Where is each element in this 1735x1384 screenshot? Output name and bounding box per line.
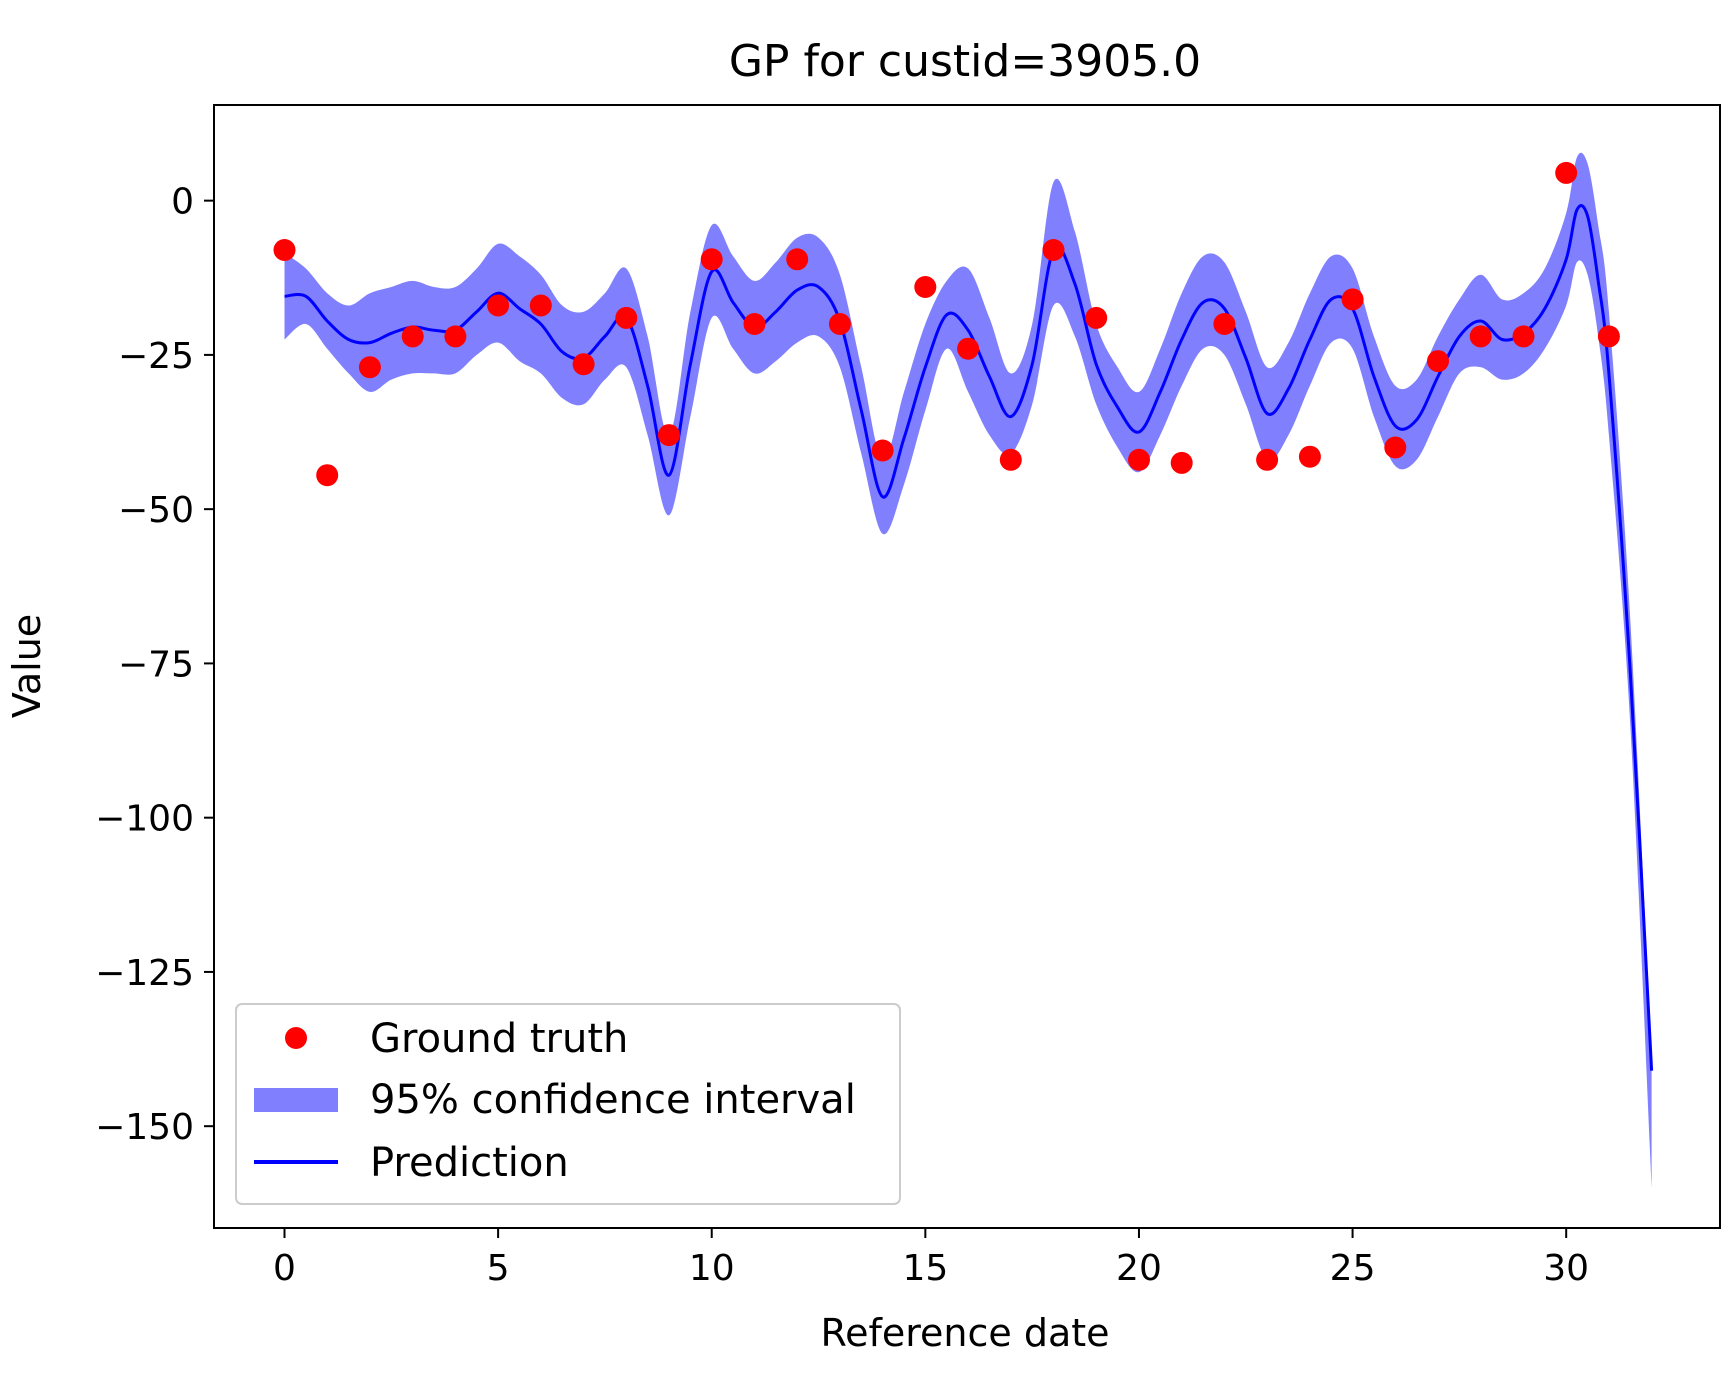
x-axis-label: Reference date: [820, 1311, 1109, 1355]
legend-ground-truth-label: Ground truth: [370, 1016, 628, 1062]
ground-truth-point: [1256, 448, 1279, 471]
x-tick-label: 25: [1330, 1248, 1376, 1289]
ground-truth-point: [658, 424, 680, 447]
ground-truth-point: [1341, 288, 1364, 311]
ground-truth-point: [1597, 325, 1620, 348]
ground-truth-point: [914, 276, 937, 298]
y-tick-label: −100: [95, 799, 194, 840]
y-tick-label: −125: [95, 953, 194, 994]
legend-confidence-label: 95% confidence interval: [370, 1077, 856, 1123]
ground-truth-point: [358, 356, 381, 379]
ground-truth-point: [1469, 325, 1492, 348]
ground-truth-point: [273, 239, 296, 261]
ground-truth-point: [1170, 451, 1193, 474]
x-tick-label: 10: [689, 1248, 735, 1289]
legend: Ground truth 95% confidence interval Pre…: [235, 1003, 901, 1205]
ground-truth-point: [786, 248, 809, 271]
ground-truth-point: [700, 248, 723, 271]
y-tick-label: −150: [95, 1107, 194, 1148]
legend-prediction-label: Prediction: [370, 1140, 569, 1186]
ground-truth-point: [1555, 161, 1578, 184]
y-tick-label: −75: [118, 644, 194, 685]
ground-truth-point: [572, 353, 595, 376]
plot-frame: [213, 104, 1721, 1229]
legend-box: [235, 1003, 901, 1205]
ground-truth-points-layer: [273, 161, 1620, 487]
ground-truth-point: [487, 294, 510, 317]
ground-truth-point: [1512, 325, 1535, 348]
ground-truth-point: [1085, 306, 1108, 329]
y-axis-label: Value: [5, 614, 49, 718]
x-tick-label: 5: [487, 1248, 510, 1289]
ground-truth-point: [828, 313, 851, 335]
y-tick-label: −25: [118, 336, 194, 377]
confidence-band: [284, 152, 1652, 1188]
ground-truth-point: [444, 325, 467, 348]
y-axis-ticks: 0 −25 −50 −75 −100 −125 −150: [95, 182, 214, 1148]
x-tick-label: 0: [273, 1248, 296, 1289]
prediction-line-layer: [284, 204, 1654, 1071]
ground-truth-point: [1213, 313, 1236, 335]
ground-truth-point: [1042, 239, 1065, 261]
x-axis-ticks: 0 5 10 15 20 25 30: [273, 1228, 1589, 1289]
ground-truth-point: [743, 313, 766, 335]
ground-truth-point: [1384, 436, 1407, 459]
y-tick-label: −50: [118, 490, 194, 531]
chart-title: GP for custid=3905.0: [729, 36, 1201, 87]
prediction-line: [284, 204, 1654, 1071]
y-tick-label: 0: [171, 182, 194, 223]
ground-truth-point: [615, 306, 638, 329]
ground-truth-point: [529, 294, 552, 317]
legend-ground-truth-marker: [285, 1027, 307, 1049]
x-tick-label: 30: [1543, 1248, 1589, 1289]
x-tick-label: 15: [902, 1248, 948, 1289]
ground-truth-point: [957, 337, 980, 360]
ground-truth-point: [1128, 448, 1150, 471]
ground-truth-point: [316, 464, 339, 487]
ground-truth-point: [1427, 350, 1449, 373]
legend-confidence-swatch: [254, 1088, 338, 1112]
ground-truth-point: [1298, 445, 1321, 468]
x-tick-label: 20: [1116, 1248, 1162, 1289]
ground-truth-point: [999, 448, 1022, 471]
confidence-band-layer: [284, 152, 1652, 1188]
ground-truth-point: [401, 325, 424, 348]
ground-truth-point: [871, 439, 894, 462]
